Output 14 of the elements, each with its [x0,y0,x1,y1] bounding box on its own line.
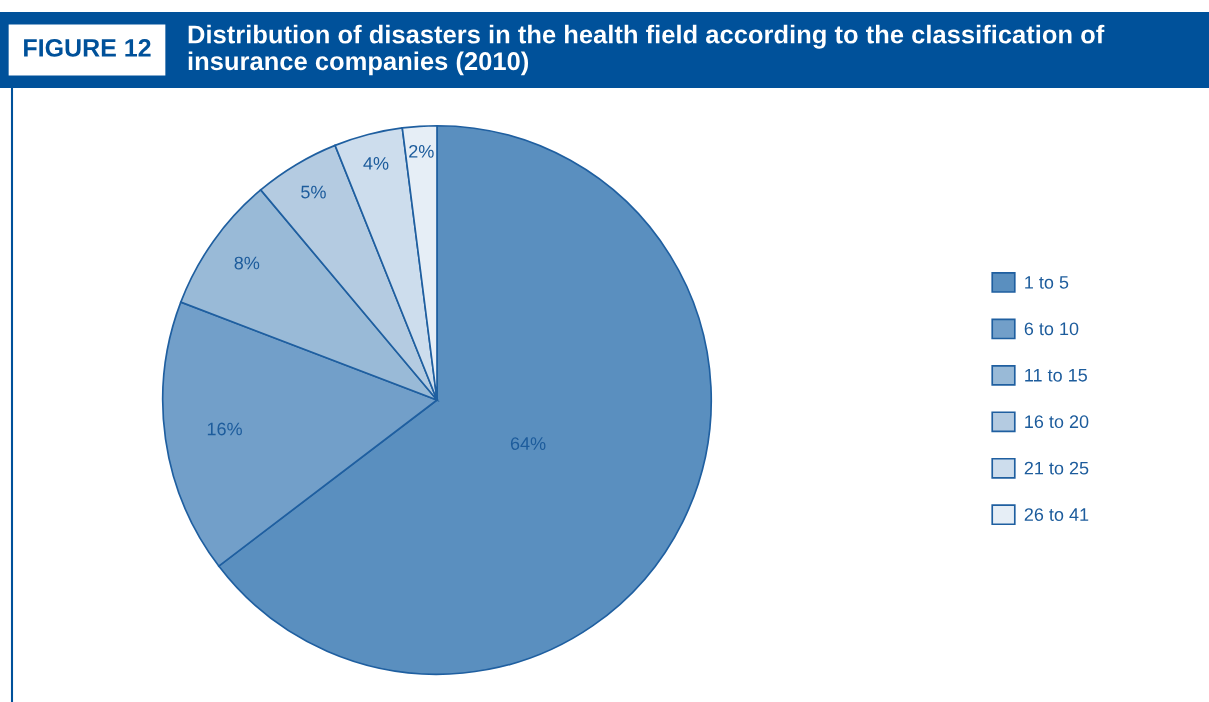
legend-label: 21 to 25 [1024,461,1089,475]
data-label: 5% [301,185,326,199]
legend-label: 6 to 10 [1024,322,1079,336]
data-label: 8% [234,256,260,270]
data-label: 4% [363,157,389,170]
legend-label: 16 to 20 [1025,415,1089,429]
data-label: 2% [409,144,434,158]
legend-label: 26 to 41 [1024,508,1089,521]
data-label: 64% [510,437,546,450]
legend-label: 1 to 5 [1025,276,1069,289]
chart-title: Distribution of disasters in the health field according to the classification of insurance companies (2010) [188,24,1105,76]
data-label: 16% [207,422,242,436]
legend-label: 11 to 15 [1025,369,1087,382]
caption: FIGURE 12 [24,39,151,57]
